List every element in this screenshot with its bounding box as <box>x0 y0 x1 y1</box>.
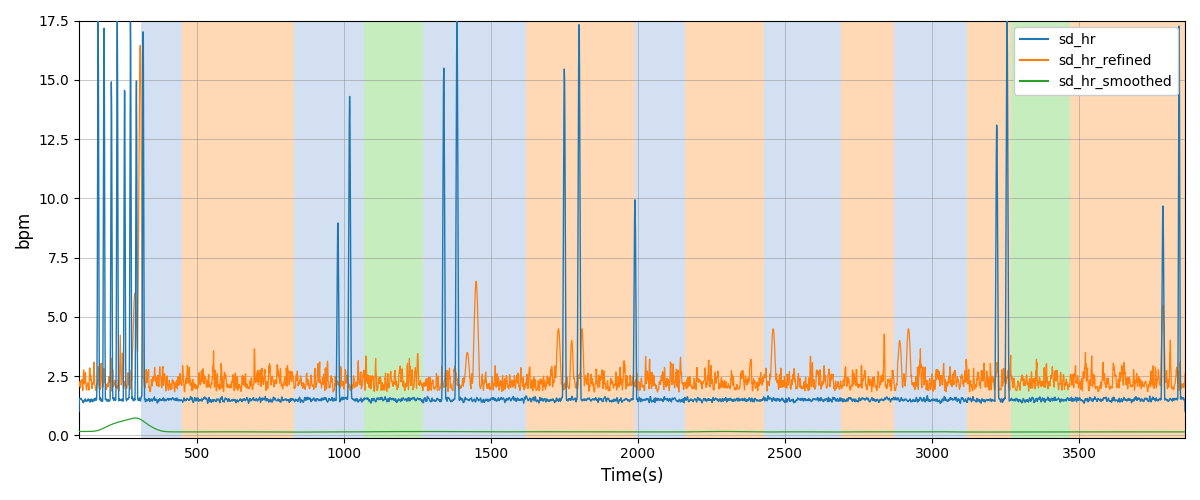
sd_hr_refined <box>785 380 799 386</box>
sd_hr_refined <box>100 386 114 392</box>
sd_hr_smoothed <box>472 429 486 435</box>
sd_hr_smoothed <box>785 429 799 435</box>
sd_hr_smoothed <box>128 415 143 421</box>
sd_hr_smoothed <box>652 429 666 435</box>
sd_hr_refined <box>650 389 665 395</box>
Bar <box>764 20 841 438</box>
Y-axis label: bpm: bpm <box>14 210 32 248</box>
Line: sd_hr_smoothed: sd_hr_smoothed <box>79 418 1184 432</box>
sd_hr <box>100 398 114 404</box>
Bar <box>685 20 764 438</box>
sd_hr_refined <box>1177 370 1192 376</box>
sd_hr_refined <box>1013 382 1027 388</box>
Bar <box>635 20 685 438</box>
sd_hr_refined <box>652 379 666 385</box>
sd_hr_refined <box>72 382 86 388</box>
Bar <box>967 20 1012 438</box>
sd_hr <box>652 396 666 402</box>
Bar <box>424 20 526 438</box>
sd_hr_smoothed <box>1138 429 1152 435</box>
sd_hr_smoothed <box>72 428 86 434</box>
sd_hr <box>785 398 799 404</box>
Bar <box>294 20 365 438</box>
sd_hr_smoothed <box>1013 429 1027 435</box>
Bar <box>841 20 894 438</box>
sd_hr_smoothed <box>281 429 295 435</box>
sd_hr <box>72 408 86 414</box>
Bar <box>894 20 967 438</box>
Bar <box>182 20 294 438</box>
Bar <box>365 20 424 438</box>
Line: sd_hr_refined: sd_hr_refined <box>79 46 1184 392</box>
sd_hr_refined <box>472 362 486 368</box>
sd_hr <box>1177 408 1192 414</box>
sd_hr_smoothed <box>100 424 114 430</box>
Bar <box>526 20 635 438</box>
sd_hr <box>1012 396 1026 402</box>
Line: sd_hr: sd_hr <box>79 20 1184 411</box>
sd_hr_refined <box>133 42 148 48</box>
Bar <box>1070 20 1184 438</box>
X-axis label: Time(s): Time(s) <box>601 467 664 485</box>
Bar <box>140 20 182 438</box>
Legend: sd_hr, sd_hr_refined, sd_hr_smoothed: sd_hr, sd_hr_refined, sd_hr_smoothed <box>1014 28 1178 95</box>
Bar <box>1012 20 1070 438</box>
sd_hr_refined <box>1138 380 1152 386</box>
sd_hr <box>472 397 486 403</box>
sd_hr <box>91 18 106 24</box>
sd_hr_smoothed <box>1177 429 1192 435</box>
sd_hr <box>1138 397 1152 403</box>
